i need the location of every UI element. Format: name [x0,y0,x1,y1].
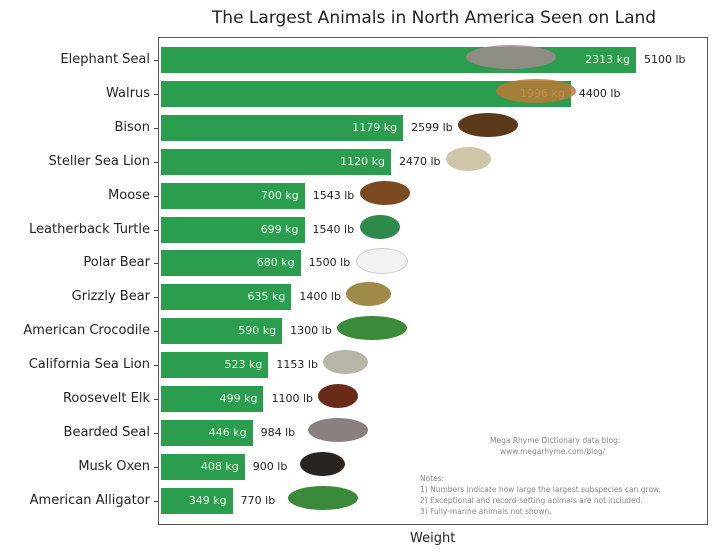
animal-illustration-icon [307,417,368,442]
y-tick [154,399,158,400]
lb-value-label: 1543 lb [312,188,355,202]
kg-value-label: 408 kg [200,459,239,473]
lb-value-label: 1500 lb [308,256,351,270]
kg-value-label: 680 kg [256,256,295,270]
y-tick [154,297,158,299]
category-label: Steller Sea Lion [48,153,150,169]
animal-illustration-icon [458,112,519,137]
animal-illustration-icon [359,180,410,205]
bar: 1120 kg [161,148,391,175]
kg-value-label: 499 kg [219,392,258,405]
lb-value-label: 1153 lb [276,358,318,372]
animal-illustration-icon [299,451,345,476]
source-line-2: www.megarhyme.com/blog/ [500,447,606,456]
y-tick [154,127,158,129]
note-3: 3) Fully-marine animals not shown. [420,507,552,516]
category-label: American Crocodile [23,323,150,339]
y-tick [154,263,158,265]
kg-value-label: 2313 kg [585,53,630,66]
category-label: Walrus [106,85,150,101]
y-tick [154,365,158,367]
category-label: Moose [108,187,150,203]
category-label: Bison [114,119,151,135]
y-tick [154,500,158,502]
bar: 1179 kg [161,114,404,141]
category-label: Musk Oxen [78,458,150,474]
lb-value-label: 5100 lb [644,53,686,66]
category-label: Grizzly Bear [71,289,150,305]
lb-value-label: 1100 lb [271,392,313,405]
category-label: Elephant Seal [60,52,150,67]
category-label: Leatherback Turtle [29,221,150,237]
chart-title: The Largest Animals in North America See… [211,8,657,28]
y-tick [154,195,158,197]
lb-value-label: 2470 lb [399,154,441,168]
lb-value-label: 770 lb [240,493,276,507]
y-tick [154,331,158,333]
lb-value-label: 900 lb [252,459,288,473]
animal-illustration-icon [337,316,408,341]
lb-value-label: 984 lb [260,425,296,439]
notes-heading: Notes: [420,474,445,483]
lb-value-label: 2599 lb [411,120,453,134]
category-label: Bearded Seal [63,424,150,440]
bar: 446 kg [161,419,253,446]
animal-illustration-icon [446,146,491,171]
bar: 590 kg [161,318,283,345]
kg-value-label: 700 kg [260,188,299,202]
y-tick [154,466,158,468]
bar: 2313 kg [161,47,636,73]
animal-illustration-icon [318,384,359,408]
y-tick [154,60,158,61]
y-tick [154,229,158,231]
bar: 349 kg [161,487,233,514]
bar: 408 kg [161,453,245,480]
kg-value-label: 1120 kg [340,154,385,168]
animal-illustration-icon [323,350,369,375]
y-tick [154,93,158,95]
bar: 523 kg [161,352,269,379]
animal-illustration-icon [355,248,408,275]
source-line-1: Mega Rhyme Dictionary data blog: [490,436,621,445]
note-1: 1) Numbers indicate how large the larges… [420,485,661,494]
animal-illustration-icon [495,78,576,103]
lb-value-label: 1300 lb [290,324,332,338]
lb-value-label: 1540 lb [312,222,355,236]
lb-value-label: 1400 lb [299,290,341,304]
note-2: 2) Exceptional and record-setting animal… [420,496,643,505]
animal-illustration-icon [287,485,358,510]
category-label: Polar Bear [83,255,150,271]
category-label: American Alligator [29,492,150,508]
bar: 699 kg [161,216,305,243]
bar: 700 kg [161,182,305,209]
kg-value-label: 699 kg [260,222,299,236]
category-label: California Sea Lion [28,357,150,373]
x-axis-label: Weight [410,531,456,546]
lb-value-label: 4400 lb [578,86,621,100]
bar: 680 kg [161,250,301,277]
kg-value-label: 1179 kg [352,120,398,134]
plot-area [158,37,708,525]
bar: 635 kg [161,284,292,311]
y-tick [154,432,158,434]
kg-value-label: 590 kg [238,324,277,338]
animal-illustration-icon [346,282,392,307]
category-label: Roosevelt Elk [62,391,150,406]
animal-illustration-icon [466,45,556,69]
kg-value-label: 349 kg [188,493,227,507]
kg-value-label: 523 kg [224,358,263,372]
animal-illustration-icon [359,214,400,239]
y-tick [154,161,158,163]
bar: 499 kg [161,386,264,412]
kg-value-label: 635 kg [247,290,286,304]
kg-value-label: 446 kg [208,425,247,439]
